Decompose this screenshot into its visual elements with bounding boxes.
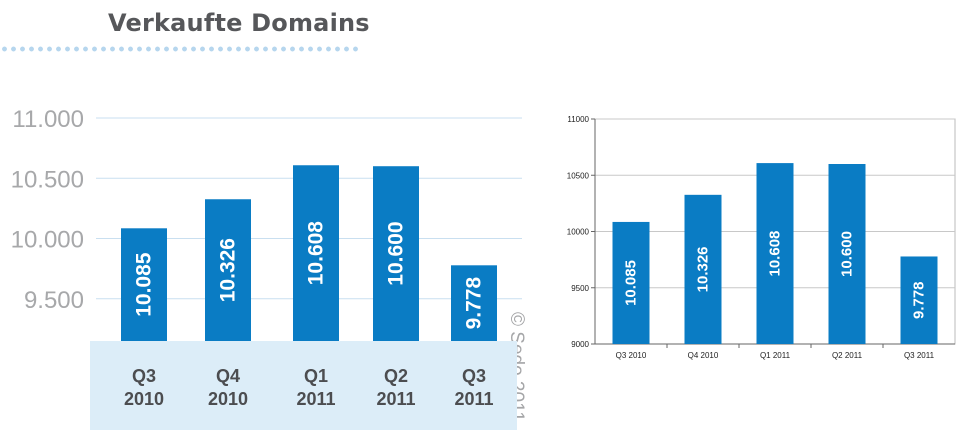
bar-value-label: 10.608 bbox=[305, 221, 328, 286]
bar-value-label: 10.600 bbox=[839, 231, 856, 277]
category-band bbox=[90, 341, 517, 430]
y-tick-label: 10500 bbox=[567, 171, 590, 180]
y-tick-label: 9.500 bbox=[24, 287, 84, 314]
x-tick-label: Q3 bbox=[132, 366, 156, 386]
x-tick-label: Q3 bbox=[462, 366, 486, 386]
y-tick-label: 10.000 bbox=[11, 227, 84, 254]
bar bbox=[205, 199, 251, 341]
bar-value-label: 10.326 bbox=[217, 238, 240, 302]
bar-value-label: 10.600 bbox=[385, 221, 408, 285]
y-tick-label: 10000 bbox=[567, 228, 590, 237]
x-tick-label: 2011 bbox=[454, 389, 493, 409]
x-tick-label: Q1 bbox=[304, 366, 328, 386]
bar bbox=[828, 164, 866, 344]
title-dotted-underline bbox=[0, 46, 362, 52]
x-tick-label: Q3 2011 bbox=[904, 351, 935, 360]
bar bbox=[756, 163, 794, 344]
x-tick-label: Q4 bbox=[216, 366, 240, 386]
x-tick-label: Q1 2011 bbox=[760, 351, 791, 360]
x-tick-label: 2010 bbox=[124, 389, 164, 409]
x-tick-label: 2010 bbox=[208, 389, 248, 409]
bar-value-label: 10.085 bbox=[623, 260, 640, 306]
bar-chart-plain: 9000 9500 10000 10500 11000 10.085 Q3 2010 10.3… bbox=[567, 115, 956, 360]
x-tick-label: Q2 2011 bbox=[832, 351, 863, 360]
bar-value-label: 9.778 bbox=[911, 281, 928, 319]
bar bbox=[684, 194, 722, 344]
y-tick-label: 10.500 bbox=[11, 166, 84, 193]
x-tick-label: Q3 2010 bbox=[616, 351, 647, 360]
bar bbox=[612, 221, 650, 344]
y-tick-label: 9500 bbox=[571, 284, 589, 293]
bar bbox=[900, 256, 938, 344]
bar bbox=[293, 165, 339, 341]
bar bbox=[121, 228, 167, 341]
y-tick-label: 11.000 bbox=[12, 106, 84, 133]
y-tick-label: 9000 bbox=[571, 340, 589, 349]
bar bbox=[451, 265, 497, 341]
bar-value-label: 10.608 bbox=[767, 231, 784, 277]
chart-title: Verkaufte Domains bbox=[108, 9, 370, 37]
bar-value-label: 10.326 bbox=[695, 246, 712, 292]
y-tick-label: 11000 bbox=[567, 115, 589, 124]
bar bbox=[373, 166, 419, 341]
bar-chart-styled: 9.500 10.000 10.500 11.000 10.085 Q3 2010 10.32… bbox=[11, 106, 522, 430]
x-tick-label: 2011 bbox=[296, 389, 335, 409]
x-tick-label: 2011 bbox=[376, 389, 415, 409]
x-tick-label: Q4 2010 bbox=[688, 351, 719, 360]
x-tick-label: Q2 bbox=[384, 366, 408, 386]
bar-value-label: 9.778 bbox=[463, 277, 486, 330]
bar-value-label: 10.085 bbox=[133, 252, 156, 317]
